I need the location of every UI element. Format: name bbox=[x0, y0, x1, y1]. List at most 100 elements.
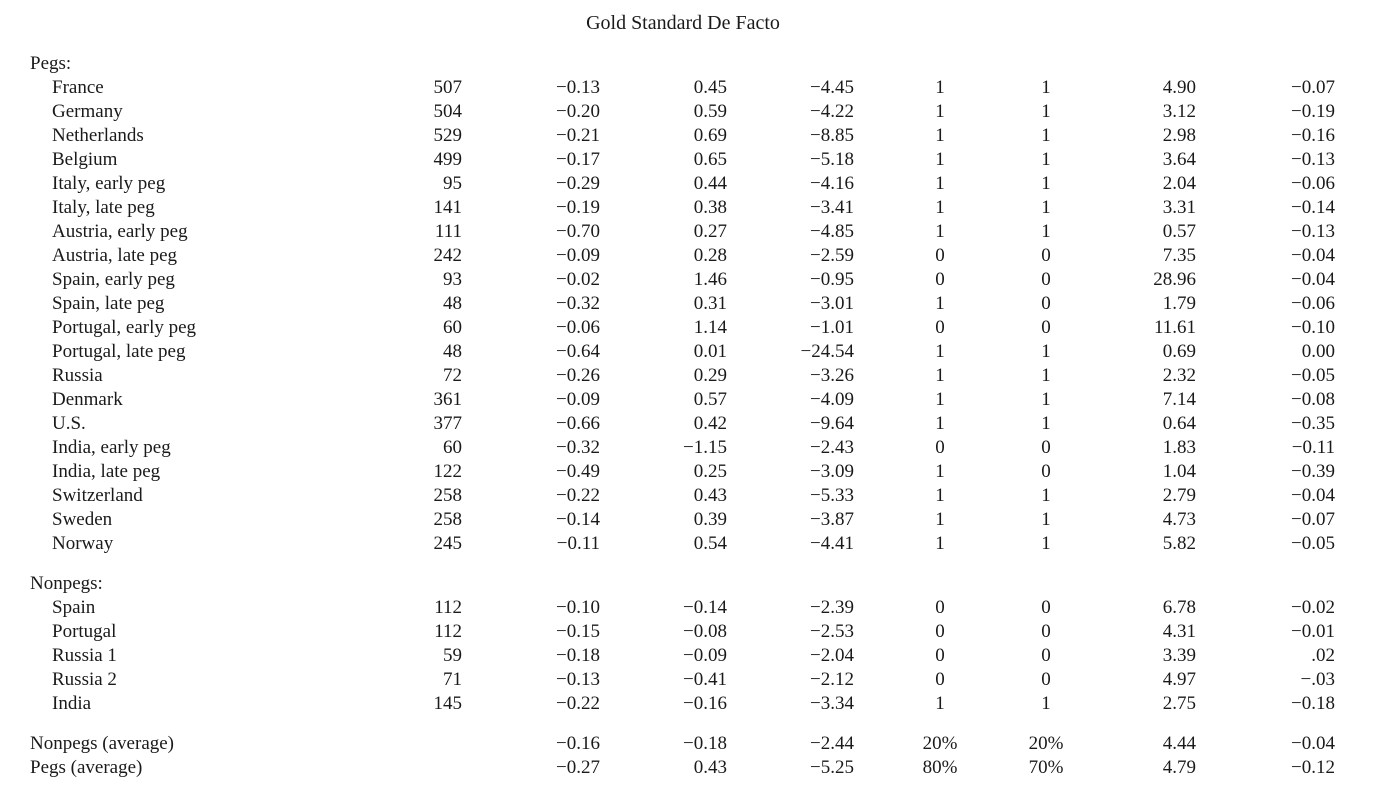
table-row: Spain 112 −0.10 −0.14 −2.39 0 0 6.78 −0.02 bbox=[0, 596, 1380, 620]
table-cell: 0.59 bbox=[693, 101, 727, 122]
table-title: Gold Standard De Facto bbox=[586, 12, 780, 34]
table-cell: 245 bbox=[433, 533, 463, 554]
table-cell: −.03 bbox=[1300, 669, 1335, 690]
table-cell: −0.16 bbox=[556, 733, 600, 754]
row-label: Spain bbox=[52, 597, 96, 618]
table-cell: 0.01 bbox=[693, 341, 727, 362]
row-label: Italy, early peg bbox=[52, 173, 166, 194]
table-cell: −0.11 bbox=[1291, 437, 1335, 458]
row-label: India, late peg bbox=[52, 461, 161, 482]
table-cell: 71 bbox=[443, 669, 462, 690]
table-cell: 1 bbox=[935, 693, 945, 714]
table-cell: 4.31 bbox=[1162, 621, 1196, 642]
table-cell: 1 bbox=[1041, 341, 1051, 362]
table-cell: −0.15 bbox=[556, 621, 600, 642]
table-cell: −0.10 bbox=[556, 597, 600, 618]
table-row: Italy, late peg 141 −0.19 0.38 −3.41 1 1 3.31 −0… bbox=[0, 196, 1380, 220]
table-cell: −4.41 bbox=[810, 533, 854, 554]
table-cell: 1 bbox=[1041, 389, 1051, 410]
row-label: India bbox=[52, 693, 92, 714]
table-cell: −4.16 bbox=[810, 173, 854, 194]
row-label: Portugal, early peg bbox=[52, 317, 197, 338]
table-cell: 28.96 bbox=[1153, 269, 1196, 290]
table-row: U.S. 377 −0.66 0.42 −9.64 1 1 0.64 −0.35 bbox=[0, 412, 1380, 436]
table-cell: 529 bbox=[433, 125, 463, 146]
table-cell: 1 bbox=[1041, 365, 1051, 386]
table-cell: −0.13 bbox=[1291, 221, 1335, 242]
table-cell: −0.64 bbox=[556, 341, 600, 362]
table-cell: 0 bbox=[935, 597, 945, 618]
table-row: France 507 −0.13 0.45 −4.45 1 1 4.90 −0.07 bbox=[0, 76, 1380, 100]
table-cell: 507 bbox=[433, 77, 463, 98]
table-cell: −0.20 bbox=[556, 101, 600, 122]
table-cell: 93 bbox=[443, 269, 462, 290]
table-cell: 0.43 bbox=[693, 485, 727, 506]
section-label: Pegs: bbox=[30, 53, 72, 74]
table-cell: −4.85 bbox=[810, 221, 854, 242]
table-row: Austria, late peg 242 −0.09 0.28 −2.59 0 0 7.35… bbox=[0, 244, 1380, 268]
table-cell: −0.13 bbox=[556, 77, 600, 98]
table-cell: −0.19 bbox=[556, 197, 600, 218]
table-cell: 0 bbox=[1041, 245, 1051, 266]
table-cell: 72 bbox=[443, 365, 462, 386]
table-cell: −5.25 bbox=[810, 757, 854, 778]
table-row: India 145 −0.22 −0.16 −3.34 1 1 2.75 −0.18 bbox=[0, 692, 1380, 716]
table-cell: 4.44 bbox=[1162, 733, 1196, 754]
table-cell: 0 bbox=[1041, 269, 1051, 290]
table-cell: −0.04 bbox=[1291, 269, 1335, 290]
table-cell: −0.70 bbox=[556, 221, 600, 242]
table-cell: −0.16 bbox=[1291, 125, 1335, 146]
row-label: Portugal bbox=[52, 621, 117, 642]
table-row: India, late peg 122 −0.49 0.25 −3.09 1 0 1.04 −0… bbox=[0, 460, 1380, 484]
table-cell: 1 bbox=[935, 77, 945, 98]
table-cell: −3.87 bbox=[810, 509, 854, 530]
table-cell: 7.35 bbox=[1162, 245, 1196, 266]
table-row: Netherlands 529 −0.21 0.69 −8.85 1 1 2.98 −0.16 bbox=[0, 124, 1380, 148]
section-header: Pegs: bbox=[0, 52, 1380, 76]
table-cell: 258 bbox=[433, 509, 463, 530]
table-cell: 20% bbox=[922, 733, 958, 754]
table-cell: −0.05 bbox=[1291, 365, 1335, 386]
table-cell: 0 bbox=[1041, 597, 1051, 618]
row-label: Italy, late peg bbox=[52, 197, 155, 218]
table-cell: −0.04 bbox=[1291, 245, 1335, 266]
table-cell: 1 bbox=[1041, 413, 1051, 434]
table-cell: 0.54 bbox=[693, 533, 727, 554]
table-cell: 0.39 bbox=[693, 509, 727, 530]
table-cell: 499 bbox=[433, 149, 463, 170]
table-cell: −0.14 bbox=[1291, 197, 1335, 218]
table-row: Germany 504 −0.20 0.59 −4.22 1 1 3.12 −0.19 bbox=[0, 100, 1380, 124]
table-cell: 6.78 bbox=[1162, 597, 1196, 618]
table-cell: 0.69 bbox=[693, 125, 727, 146]
table-cell: 0.44 bbox=[693, 173, 727, 194]
table-row: Spain, late peg 48 −0.32 0.31 −3.01 1 0 1.79 −0.… bbox=[0, 292, 1380, 316]
table-cell: 60 bbox=[443, 437, 462, 458]
table-cell: −1.01 bbox=[810, 317, 854, 338]
table-cell: 0 bbox=[1041, 461, 1051, 482]
table-cell: 48 bbox=[443, 341, 462, 362]
table-cell: 5.82 bbox=[1162, 533, 1196, 554]
table-cell: 1 bbox=[1041, 197, 1051, 218]
table-cell: 0.43 bbox=[693, 757, 727, 778]
row-label: Spain, late peg bbox=[52, 293, 165, 314]
table-cell: −2.12 bbox=[810, 669, 854, 690]
table-cell: −0.09 bbox=[683, 645, 727, 666]
table-cell: 0 bbox=[935, 245, 945, 266]
table-cell: −0.35 bbox=[1291, 413, 1335, 434]
table-cell: 1 bbox=[935, 293, 945, 314]
table-cell: 0.27 bbox=[693, 221, 727, 242]
table-cell: 1 bbox=[935, 125, 945, 146]
table-cell: −0.06 bbox=[1291, 293, 1335, 314]
table-cell: −0.02 bbox=[556, 269, 600, 290]
row-label: Denmark bbox=[52, 389, 123, 410]
table-cell: 0.69 bbox=[1162, 341, 1196, 362]
table-cell: 1 bbox=[935, 197, 945, 218]
table-cell: 1 bbox=[1041, 693, 1051, 714]
table-cell: −2.59 bbox=[810, 245, 854, 266]
table-cell: 1 bbox=[935, 365, 945, 386]
table-row: Portugal 112 −0.15 −0.08 −2.53 0 0 4.31 −0.01 bbox=[0, 620, 1380, 644]
table-cell: −8.85 bbox=[810, 125, 854, 146]
table-cell: −0.08 bbox=[683, 621, 727, 642]
table-cell: −4.45 bbox=[810, 77, 854, 98]
table-cell: 377 bbox=[433, 413, 463, 434]
